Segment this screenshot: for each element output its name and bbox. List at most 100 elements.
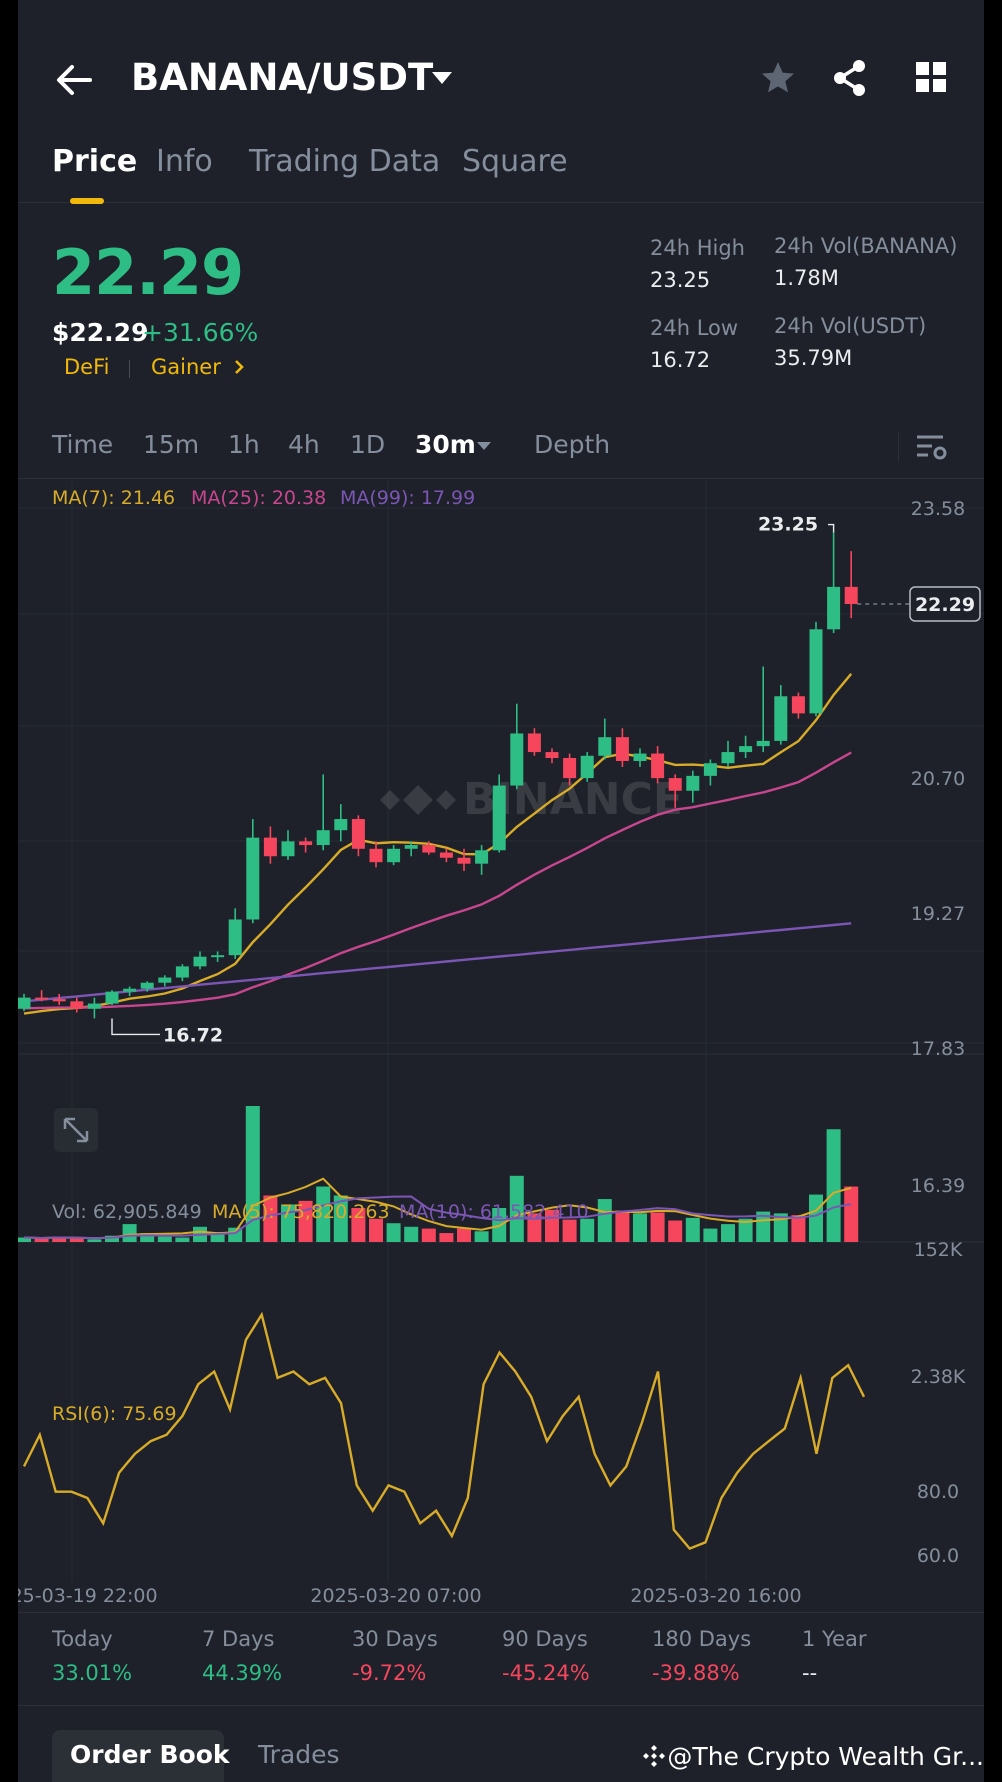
price-axis-tick: 17.83: [911, 1038, 965, 1060]
volume-bar: [333, 1195, 348, 1242]
candle-body: [281, 841, 295, 857]
volume-bar: [105, 1235, 119, 1242]
low-value: 16.72: [650, 348, 711, 372]
star-icon[interactable]: [756, 56, 800, 100]
interval-15m[interactable]: 15m: [143, 430, 200, 459]
tab-trading-data[interactable]: Trading Data: [249, 144, 441, 179]
high-label: 24h High: [650, 236, 745, 260]
candle-body: [35, 997, 49, 1000]
volume-bar: [351, 1208, 366, 1242]
candle-body: [140, 982, 154, 989]
rsi-axis-tick: 60.0: [917, 1545, 959, 1567]
volume-bar: [685, 1217, 700, 1242]
time-axis-tick: 2025-03-19 22:00: [18, 1585, 158, 1607]
ma7-label: MA(7): 21.46: [52, 487, 175, 509]
volume-bar: [157, 1236, 172, 1242]
candle-body: [246, 837, 260, 920]
ma25-label: MA(25): 20.38: [191, 487, 326, 509]
candle-body: [105, 991, 119, 1004]
candle-body: [844, 586, 858, 604]
interval-30m[interactable]: 30m: [415, 430, 476, 459]
interval-depth[interactable]: Depth: [534, 430, 611, 459]
volume-label: Vol: 62,905.849: [52, 1201, 202, 1223]
interval-dropdown-icon[interactable]: [477, 442, 491, 450]
volume-bar: [791, 1215, 806, 1242]
price-axis-tick: 19.27: [911, 903, 965, 925]
candle-body: [439, 852, 453, 858]
candle-body: [739, 746, 753, 753]
interval-4h[interactable]: 4h: [288, 430, 320, 459]
perf-180d: 180 Days -39.88%: [652, 1627, 752, 1685]
candle-body: [422, 845, 436, 853]
candle-body: [492, 785, 506, 851]
volume-bar: [263, 1195, 278, 1242]
volume-bar: [597, 1199, 612, 1242]
candle-body: [651, 753, 665, 779]
volume-bar: [457, 1228, 471, 1242]
price-markers: 23.25 16.72 22.29: [111, 514, 981, 1046]
volume-bar: [509, 1175, 524, 1242]
volume-bar: [421, 1228, 436, 1242]
interval-1d[interactable]: 1D: [350, 430, 386, 459]
candle-body: [123, 988, 137, 992]
volume-bar: [18, 1237, 31, 1242]
candle-body: [527, 733, 541, 753]
interval-bar: Time 15m 1h 4h 1D 30m Depth: [18, 420, 984, 479]
volume-bar: [773, 1213, 788, 1242]
candle-body: [351, 819, 365, 849]
candle-body: [334, 819, 348, 831]
price-chart[interactable]: BINANCE 23.58 20.70 19.27 17.83 16.39 152K 2.3…: [18, 480, 984, 1610]
volume-bar: [245, 1106, 260, 1242]
grid-menu-icon[interactable]: [910, 56, 954, 100]
volume-bar: [404, 1226, 419, 1242]
rsi-axis-tick: 80.0: [917, 1481, 959, 1503]
tab-trades[interactable]: Trades: [258, 1740, 340, 1769]
candle-body: [70, 1001, 84, 1009]
perf-today: Today 33.01%: [52, 1627, 133, 1685]
tab-info[interactable]: Info: [156, 144, 213, 179]
low-marker: 16.72: [163, 1024, 223, 1046]
chart-settings-icon[interactable]: [914, 430, 948, 464]
tag-defi[interactable]: DeFi: [64, 355, 110, 379]
volume-axis-tick: 2.38K: [911, 1366, 966, 1388]
volume-bar: [175, 1237, 190, 1242]
interval-time[interactable]: Time: [52, 430, 114, 459]
vol-quote-label: 24h Vol(USDT): [774, 314, 927, 338]
candle-body: [791, 696, 805, 714]
top-bar: BANANA/USDT: [18, 0, 984, 160]
rsi6-line: [22, 1311, 866, 1551]
candle-body: [580, 755, 594, 779]
ma25-line: [23, 751, 852, 1010]
volume-bar: [122, 1224, 137, 1242]
rsi-line: [22, 1311, 866, 1551]
tab-price[interactable]: Price: [52, 144, 138, 179]
interval-1h[interactable]: 1h: [228, 430, 260, 459]
volume-bar: [562, 1219, 577, 1242]
back-arrow-icon[interactable]: [52, 58, 96, 102]
perf-7d: 7 Days 44.39%: [202, 1627, 283, 1685]
volume-bar: [210, 1232, 225, 1242]
volume-axis-tick: 152K: [914, 1239, 963, 1261]
moving-average-lines: [23, 673, 853, 1015]
binance-watermark-logo: BINANCE: [380, 774, 683, 825]
pair-title[interactable]: BANANA/USDT: [131, 56, 434, 99]
active-tab-bg: [52, 1730, 224, 1782]
chart-grid: [18, 480, 984, 1582]
candle-body: [211, 955, 225, 958]
interval-separator: [898, 432, 899, 462]
volume-bar: [140, 1233, 155, 1242]
price-axis-tick: 16.39: [911, 1175, 965, 1197]
candle-body: [686, 775, 700, 791]
candle-body: [827, 586, 841, 630]
volume-bar: [844, 1186, 859, 1242]
vol-ma5-line: [23, 1177, 852, 1240]
pair-dropdown-icon[interactable]: [432, 72, 452, 84]
share-icon[interactable]: [828, 56, 872, 100]
candle-body: [404, 845, 418, 849]
volume-bar: [650, 1212, 665, 1242]
ma99-line: [23, 922, 852, 1003]
tab-square[interactable]: Square: [462, 144, 568, 179]
tab-order-book[interactable]: Order Book: [70, 1740, 230, 1769]
tag-gainer[interactable]: Gainer: [151, 355, 221, 379]
candles: [18, 532, 858, 1019]
